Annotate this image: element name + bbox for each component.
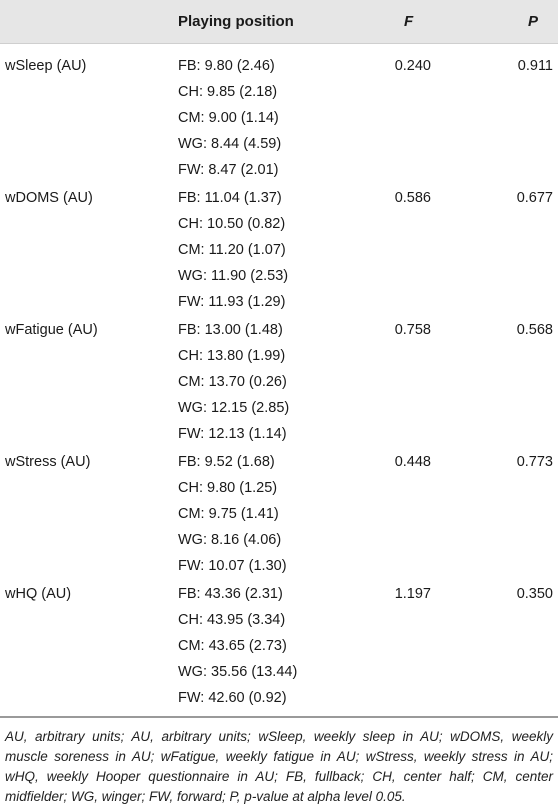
position-value: CM: 9.00 (1.14) bbox=[178, 110, 279, 126]
p-value: 0.677 bbox=[516, 190, 553, 206]
table-header: Playing position F P bbox=[0, 0, 558, 43]
position-value: CH: 9.85 (2.18) bbox=[178, 84, 278, 100]
position-value: CM: 43.65 (2.73) bbox=[178, 638, 287, 654]
position-value: FW: 8.47 (2.01) bbox=[178, 162, 279, 178]
position-value: WG: 11.90 (2.53) bbox=[178, 268, 289, 284]
p-value: 0.350 bbox=[516, 586, 553, 602]
f-value: 0.448 bbox=[394, 454, 431, 470]
position-value: FB: 11.04 (1.37) bbox=[178, 190, 282, 206]
position-value: FB: 43.36 (2.31) bbox=[178, 586, 283, 602]
footer-divider bbox=[0, 716, 558, 718]
f-value: 1.197 bbox=[394, 586, 431, 602]
p-value: 0.773 bbox=[516, 454, 553, 470]
f-value: 0.586 bbox=[394, 190, 431, 206]
position-value: CH: 9.80 (1.25) bbox=[178, 480, 278, 496]
table-footnote: AU, arbitrary units; AU, arbitrary units… bbox=[5, 729, 553, 804]
position-value: WG: 8.16 (4.06) bbox=[178, 532, 282, 548]
position-value: WG: 8.44 (4.59) bbox=[178, 136, 282, 152]
position-value: FW: 12.13 (1.14) bbox=[178, 426, 287, 442]
p-value: 0.568 bbox=[516, 322, 553, 338]
row-label: wDOMS (AU) bbox=[5, 190, 93, 206]
header-f: F bbox=[404, 13, 414, 30]
f-value: 0.240 bbox=[394, 58, 431, 74]
header-playing-position: Playing position bbox=[178, 13, 294, 30]
position-value: CH: 13.80 (1.99) bbox=[178, 348, 286, 364]
position-value: CM: 13.70 (0.26) bbox=[178, 374, 287, 390]
position-value: FB: 9.80 (2.46) bbox=[178, 58, 275, 74]
position-value: WG: 35.56 (13.44) bbox=[178, 664, 298, 680]
row-label: wHQ (AU) bbox=[5, 586, 72, 602]
position-value: CH: 10.50 (0.82) bbox=[178, 216, 286, 232]
f-value: 0.758 bbox=[394, 322, 431, 338]
row-label: wStress (AU) bbox=[5, 454, 91, 470]
position-value: FW: 11.93 (1.29) bbox=[178, 294, 286, 310]
position-value: CM: 11.20 (1.07) bbox=[178, 242, 286, 258]
header-p: P bbox=[528, 13, 539, 30]
p-value: 0.911 bbox=[517, 58, 553, 74]
position-value: FW: 10.07 (1.30) bbox=[178, 558, 287, 574]
position-value: CH: 43.95 (3.34) bbox=[178, 612, 286, 628]
row-label: wFatigue (AU) bbox=[5, 322, 98, 338]
header-divider bbox=[0, 43, 558, 44]
position-value: WG: 12.15 (2.85) bbox=[178, 400, 290, 416]
position-value: CM: 9.75 (1.41) bbox=[178, 506, 279, 522]
position-value: FB: 9.52 (1.68) bbox=[178, 454, 275, 470]
position-value: FB: 13.00 (1.48) bbox=[178, 322, 283, 338]
position-value: FW: 42.60 (0.92) bbox=[178, 690, 287, 706]
row-label: wSleep (AU) bbox=[5, 58, 87, 74]
